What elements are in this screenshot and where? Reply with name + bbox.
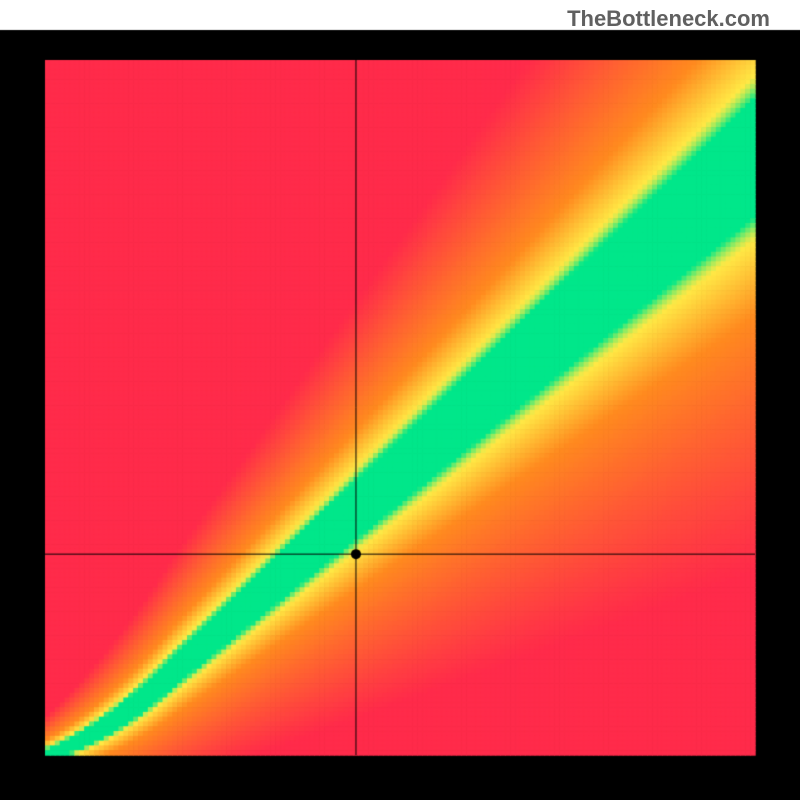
heatmap-canvas	[0, 0, 800, 800]
watermark-label: TheBottleneck.com	[567, 6, 770, 32]
chart-container: TheBottleneck.com	[0, 0, 800, 800]
